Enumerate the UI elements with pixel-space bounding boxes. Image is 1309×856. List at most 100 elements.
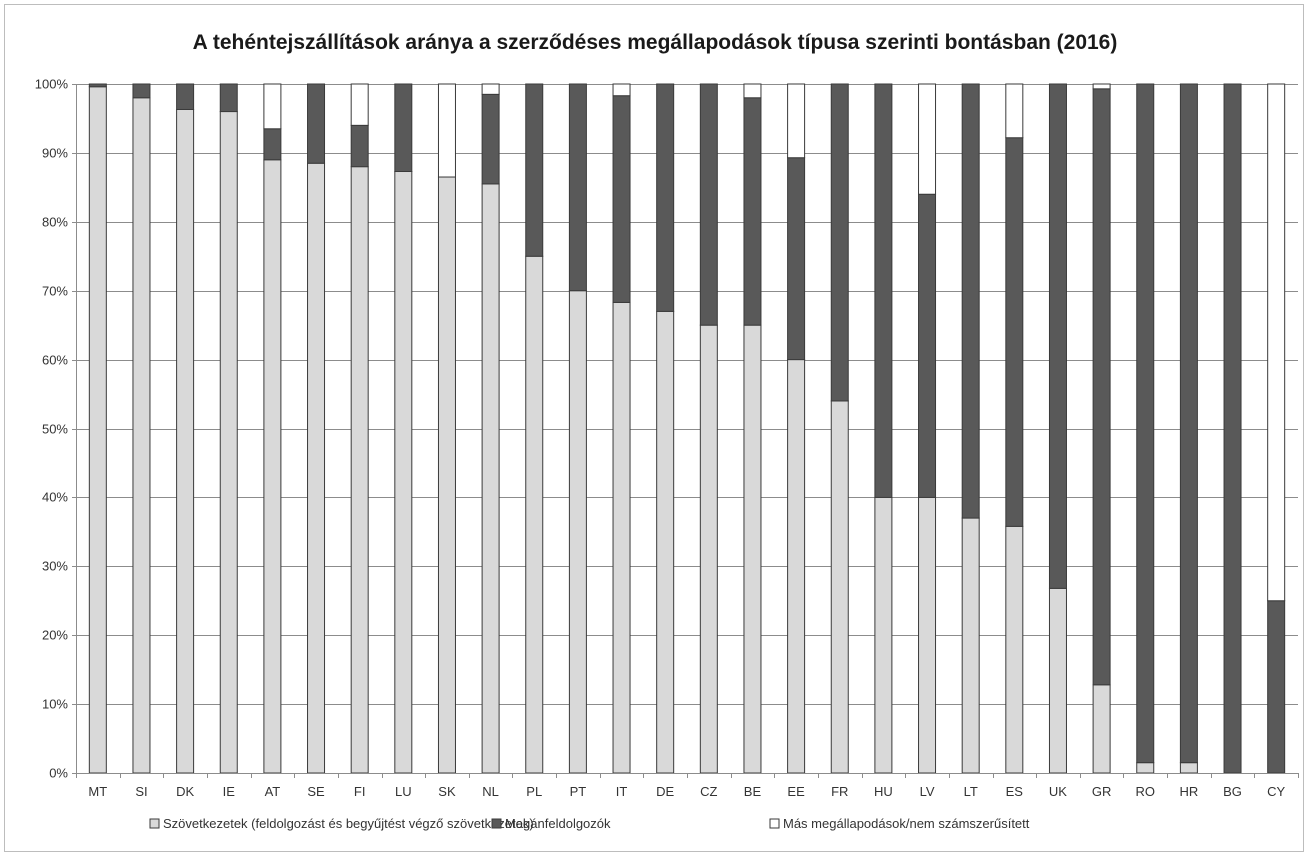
- y-tick-label: 60%: [42, 353, 68, 368]
- x-category-label: DK: [176, 784, 194, 799]
- bar-segment: [525, 255, 544, 774]
- x-category-label: EE: [787, 784, 805, 799]
- x-category-label: LU: [395, 784, 412, 799]
- bar-segment: [1005, 83, 1024, 139]
- bar-segment: [88, 83, 107, 88]
- x-category-label: IE: [223, 784, 236, 799]
- bar-segment: [1223, 83, 1242, 774]
- bar-segment: [612, 83, 631, 97]
- bar-segment: [350, 124, 369, 168]
- bar-segment: [830, 400, 849, 774]
- x-category-label: CZ: [700, 784, 717, 799]
- bar-segment: [176, 108, 195, 774]
- bar-segment: [263, 83, 282, 130]
- bar-segment: [1005, 525, 1024, 774]
- legend-label: Más megállapodások/nem számszerűsített: [783, 816, 1030, 831]
- bar-segment: [263, 128, 282, 161]
- bar-segment: [350, 166, 369, 774]
- bar-segment: [1179, 762, 1198, 774]
- legend-swatch: [491, 818, 502, 829]
- bar-segment: [918, 193, 937, 498]
- y-tick-label: 100%: [35, 77, 69, 92]
- bar-segment: [743, 324, 762, 774]
- legend-label: Szövetkezetek (feldolgozást és begyűjtés…: [163, 816, 534, 831]
- bar-segment: [394, 83, 413, 173]
- legend-label: Magánfeldolgozók: [505, 816, 611, 831]
- bar-segment: [481, 83, 500, 95]
- legend-swatch: [149, 818, 160, 829]
- bar-segment: [132, 83, 151, 99]
- bar-segment: [787, 157, 806, 361]
- bar-segment: [263, 159, 282, 774]
- bar-segment: [961, 517, 980, 774]
- bar-segment: [1136, 83, 1155, 764]
- y-tick-label: 30%: [42, 559, 68, 574]
- bar-segment: [1092, 684, 1111, 774]
- bar-segment: [1005, 137, 1024, 527]
- bar-segment: [437, 176, 456, 774]
- x-category-label: ES: [1006, 784, 1024, 799]
- x-category-label: UK: [1049, 784, 1067, 799]
- y-tick-label: 80%: [42, 215, 68, 230]
- bar-segment: [525, 83, 544, 257]
- gridlines: [72, 84, 1298, 774]
- legend-swatch: [769, 818, 780, 829]
- bar-segment: [132, 97, 151, 774]
- x-category-label: MT: [88, 784, 107, 799]
- chart-frame: A tehéntejszállítások aránya a szerződés…: [4, 4, 1304, 852]
- x-category-label: IT: [616, 784, 628, 799]
- bar-segment: [219, 83, 238, 113]
- bar-segment: [656, 310, 675, 774]
- y-tick-label: 40%: [42, 490, 68, 505]
- bar-segment: [1267, 83, 1286, 602]
- bar-segment: [481, 93, 500, 185]
- y-tick-label: 50%: [42, 422, 68, 437]
- bar-segment: [612, 95, 631, 303]
- x-category-label: DE: [656, 784, 674, 799]
- bar-segment: [743, 97, 762, 326]
- bar-segment: [437, 83, 456, 178]
- bar-segment: [394, 171, 413, 774]
- bar-segment: [1048, 83, 1067, 589]
- bars: [88, 83, 1286, 774]
- bar-segment: [568, 290, 587, 774]
- bar-segment: [656, 83, 675, 312]
- x-category-label: BG: [1223, 784, 1242, 799]
- bar-segment: [961, 83, 980, 519]
- bar-segment: [874, 83, 893, 498]
- bar-segment: [743, 83, 762, 99]
- x-category-label: GR: [1092, 784, 1112, 799]
- x-category-label: FI: [354, 784, 366, 799]
- chart-title: A tehéntejszállítások aránya a szerződés…: [193, 31, 1118, 54]
- y-tick-label: 20%: [42, 628, 68, 643]
- axes: [76, 84, 1299, 778]
- x-category-label: PT: [570, 784, 587, 799]
- bar-segment: [1179, 83, 1198, 764]
- stacked-bar-chart: A tehéntejszállítások aránya a szerződés…: [35, 31, 1299, 831]
- bar-segment: [699, 83, 718, 326]
- bar-segment: [1092, 83, 1111, 90]
- y-tick-label: 0%: [49, 766, 68, 781]
- x-category-label: HR: [1180, 784, 1199, 799]
- bar-segment: [787, 359, 806, 774]
- bar-segment: [1136, 762, 1155, 774]
- bar-segment: [1267, 600, 1286, 774]
- x-category-label: RO: [1136, 784, 1156, 799]
- x-axis-category-labels: MT SI DK IE AT SE FI LU SK NL PL PT IT DE CZ BE EE FR HU LV…: [88, 784, 1285, 799]
- x-category-label: LT: [964, 784, 978, 799]
- x-category-label: PL: [526, 784, 542, 799]
- x-category-label: AT: [265, 784, 281, 799]
- bar-segment: [481, 183, 500, 774]
- bar-segment: [568, 83, 587, 292]
- y-tick-label: 90%: [42, 146, 68, 161]
- y-axis-tick-labels: 0% 10% 20% 30% 40% 50% 60% 70% 80% 90% 100%: [35, 77, 69, 781]
- bar-segment: [307, 162, 326, 774]
- bar-segment: [612, 301, 631, 774]
- bar-segment: [1048, 587, 1067, 774]
- x-category-label: NL: [482, 784, 499, 799]
- bar-segment: [699, 324, 718, 774]
- bar-segment: [219, 111, 238, 774]
- bar-segment: [307, 83, 326, 164]
- y-tick-label: 70%: [42, 284, 68, 299]
- bar-segment: [918, 496, 937, 774]
